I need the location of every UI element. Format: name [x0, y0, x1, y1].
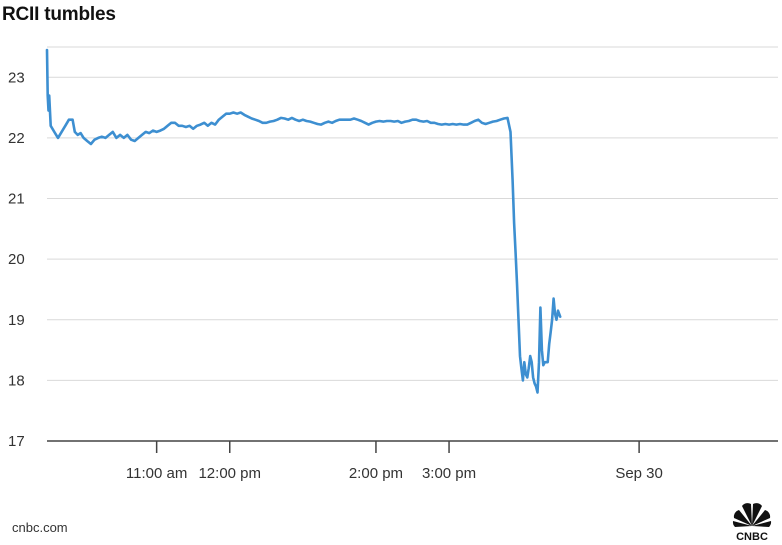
x-tick-label: 2:00 pm — [349, 465, 403, 482]
x-tick-label: 3:00 pm — [422, 465, 476, 482]
x-axis: 11:00 am 12:00 pm 2:00 pm 3:00 pm Sep 30 — [47, 440, 778, 482]
y-tick-label: 22 — [8, 130, 25, 147]
peacock-icon — [732, 503, 772, 527]
y-axis-labels: 17 18 19 20 21 22 23 — [8, 69, 25, 450]
cnbc-logo: CNBC — [732, 503, 772, 542]
y-tick-label: 20 — [8, 251, 25, 268]
y-tick-label: 21 — [8, 191, 25, 208]
gridlines — [47, 46, 778, 381]
logo-wordmark: CNBC — [736, 531, 768, 542]
x-tick-label: 11:00 am — [126, 465, 187, 482]
x-tick-label: 12:00 pm — [198, 465, 261, 482]
source-label: cnbc.com — [12, 520, 68, 535]
y-tick-label: 23 — [8, 69, 25, 86]
y-tick-label: 19 — [8, 312, 25, 329]
y-tick-label: 17 — [8, 433, 25, 450]
chart-title: RCII tumbles — [2, 4, 116, 25]
series-line-0 — [45, 48, 562, 394]
series-group — [45, 48, 562, 394]
x-tick-label: Sep 30 — [615, 465, 663, 482]
y-tick-label: 18 — [8, 372, 25, 389]
